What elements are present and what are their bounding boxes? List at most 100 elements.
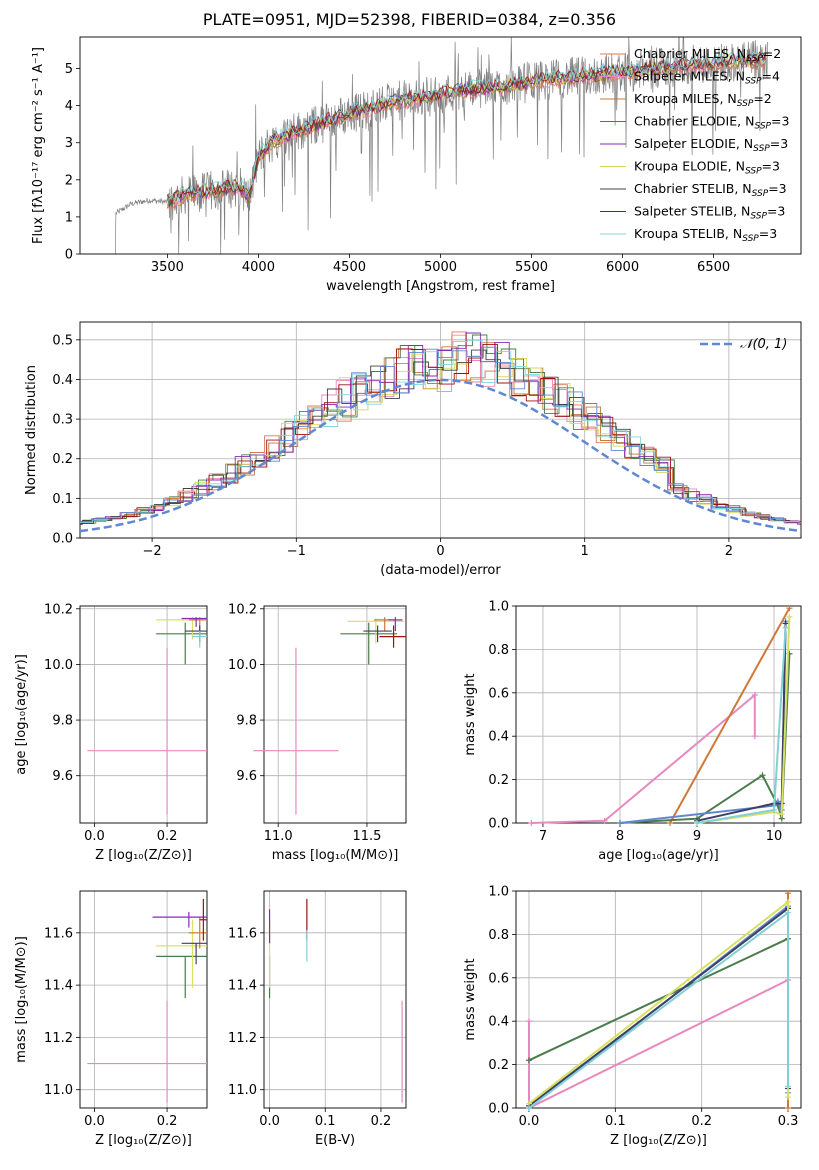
residual-histogram-8 bbox=[80, 339, 801, 524]
error-bar-point bbox=[87, 1000, 207, 1103]
y-tick-label: 3 bbox=[65, 136, 73, 151]
x-axis-label: Z [log₁₀(Z/Z⊙)] bbox=[610, 1133, 707, 1148]
weight-point-marker bbox=[785, 890, 792, 897]
error-bar-point bbox=[363, 625, 392, 643]
weight-series-3 bbox=[619, 621, 787, 824]
error-bar-point bbox=[152, 911, 207, 928]
y-tick-label: 11.4 bbox=[228, 979, 257, 994]
axes-frame bbox=[79, 36, 802, 255]
y-axis-label: mass weight bbox=[463, 673, 478, 755]
weight-point-marker bbox=[778, 811, 785, 818]
y-tick-label: 1.0 bbox=[488, 885, 509, 900]
residual-histogram-3 bbox=[80, 334, 801, 524]
y-tick-label: 4 bbox=[65, 99, 73, 114]
y-tick-label: 1 bbox=[65, 210, 73, 225]
error-bar-point bbox=[87, 647, 207, 815]
x-tick-label: 0.2 bbox=[157, 829, 178, 844]
x-axis-label: Z [log₁₀(Z/Z⊙)] bbox=[95, 1133, 192, 1148]
y-tick-label: 0.2 bbox=[52, 452, 73, 467]
weight-point-marker bbox=[528, 820, 535, 826]
weight-point-marker bbox=[751, 691, 758, 698]
model-spectrum-8 bbox=[167, 50, 767, 202]
legend-suffix: =3 bbox=[762, 159, 780, 174]
y-tick-label: 10.0 bbox=[44, 658, 73, 673]
legend-suffix: =3 bbox=[768, 181, 786, 196]
error-bar-point bbox=[340, 622, 398, 665]
y-tick-label: 0.5 bbox=[52, 333, 73, 348]
legend-suffix: =2 bbox=[753, 91, 771, 106]
weight-point-marker bbox=[525, 1018, 532, 1025]
y-axis-label: mass weight bbox=[463, 958, 478, 1040]
y-tick-label: 10.2 bbox=[44, 602, 73, 617]
x-tick-label: 0.1 bbox=[315, 1114, 336, 1129]
x-tick-label: 5500 bbox=[515, 260, 548, 275]
y-tick-label: 9.8 bbox=[236, 714, 257, 729]
y-tick-label: 11.0 bbox=[44, 1083, 73, 1098]
residuals-data bbox=[80, 331, 801, 533]
legend-base: Salpeter STELIB, N bbox=[634, 204, 750, 219]
x-tick-label: 5000 bbox=[424, 260, 457, 275]
weight-series-5 bbox=[528, 899, 789, 1105]
weight-point-marker bbox=[694, 820, 701, 826]
age-vs-Z-panel: 0.0 0.2 9.6 9.8 10.0 10.2 Z [log₁₀(Z/Z⊙)] age [… bbox=[14, 602, 208, 863]
weight-vs-Z-panel: 0.0 0.1 0.2 0.3 0.0 0.2 0.4 0.6 0.8 1.0 Z [log₁₀(Z… bbox=[463, 885, 802, 1148]
legend-base: Kroupa MILES, N bbox=[634, 91, 737, 106]
x-tick-label: 0.0 bbox=[84, 1114, 105, 1129]
x-tick-label: 3500 bbox=[151, 260, 184, 275]
legend-base: Kroupa ELODIE, N bbox=[634, 159, 745, 174]
y-tick-label: 5 bbox=[65, 62, 73, 77]
error-bar-point bbox=[156, 955, 207, 999]
legend-base: Salpeter ELODIE, N bbox=[634, 136, 753, 151]
weight-series-5 bbox=[696, 616, 791, 824]
legend-suffix: =3 bbox=[770, 136, 788, 151]
x-tick-label: 0.0 bbox=[519, 1114, 540, 1129]
gaussian-legend-label: 𝒩(0, 1) bbox=[740, 337, 787, 352]
gaussian-curve bbox=[80, 378, 801, 533]
legend-label: Salpeter MILES, NSSP=4 bbox=[634, 69, 780, 87]
legend-sub: SSP bbox=[750, 212, 767, 222]
axes-frame bbox=[79, 890, 208, 1109]
x-axis-label: wavelength [Angstrom, rest frame] bbox=[326, 279, 555, 294]
legend-base: Kroupa STELIB, N bbox=[634, 226, 742, 241]
x-tick-label: 1 bbox=[581, 544, 589, 559]
x-tick-label: 6000 bbox=[606, 260, 639, 275]
weight-point-marker bbox=[771, 806, 778, 813]
x-tick-label: 0.2 bbox=[691, 1114, 712, 1129]
x-tick-label: 4500 bbox=[333, 260, 366, 275]
y-tick-label: 0.8 bbox=[488, 643, 509, 658]
residual-histogram-4 bbox=[80, 332, 801, 525]
y-tick-label: 0.4 bbox=[52, 373, 73, 388]
model-spectrum-1 bbox=[166, 56, 767, 209]
x-tick-label: 7 bbox=[539, 829, 547, 844]
y-tick-label: 0.0 bbox=[488, 817, 509, 832]
y-tick-label: 0.2 bbox=[488, 773, 509, 788]
mass-vs-Z-panel: 0.0 0.2 11.0 11.2 11.4 11.6 Z [log₁₀(Z/Z⊙)] mas… bbox=[14, 890, 208, 1148]
y-tick-label: 10.2 bbox=[228, 602, 257, 617]
weight-point-marker bbox=[525, 1057, 532, 1064]
y-tick-label: 11.6 bbox=[228, 926, 257, 941]
legend-label: Chabrier MILES, NSSP=2 bbox=[634, 46, 781, 64]
x-tick-label: 0.1 bbox=[605, 1114, 626, 1129]
page-title: PLATE=0951, MJD=52398, FIBERID=0384, z=0… bbox=[202, 10, 617, 29]
legend-base: Chabrier ELODIE, N bbox=[634, 114, 754, 129]
error-bar-point bbox=[379, 625, 406, 648]
y-tick-label: 0.1 bbox=[52, 492, 73, 507]
legend-sub: SSP bbox=[745, 167, 762, 177]
axes-frame bbox=[263, 890, 407, 1109]
x-tick-label: 0.3 bbox=[778, 1114, 799, 1129]
x-tick-label: 9 bbox=[693, 829, 701, 844]
x-tick-label: 0.0 bbox=[84, 829, 105, 844]
weight-point-marker bbox=[785, 1094, 792, 1101]
residual-histogram-6 bbox=[80, 349, 801, 525]
weight-series-0 bbox=[531, 692, 756, 824]
weight-point-marker bbox=[601, 817, 608, 824]
y-tick-label: 1.0 bbox=[488, 600, 509, 615]
weight-series-2 bbox=[619, 653, 791, 824]
axes-frame bbox=[79, 321, 802, 539]
legend-sub: SSP bbox=[753, 144, 770, 154]
weight-point-marker bbox=[782, 624, 789, 631]
x-tick-label: 10 bbox=[766, 829, 783, 844]
weight-series-6 bbox=[528, 910, 789, 1109]
weight-point-marker bbox=[525, 1105, 532, 1111]
spectrum-legend: Chabrier MILES, NSSP=2 Salpeter MILES, NS… bbox=[600, 46, 789, 244]
